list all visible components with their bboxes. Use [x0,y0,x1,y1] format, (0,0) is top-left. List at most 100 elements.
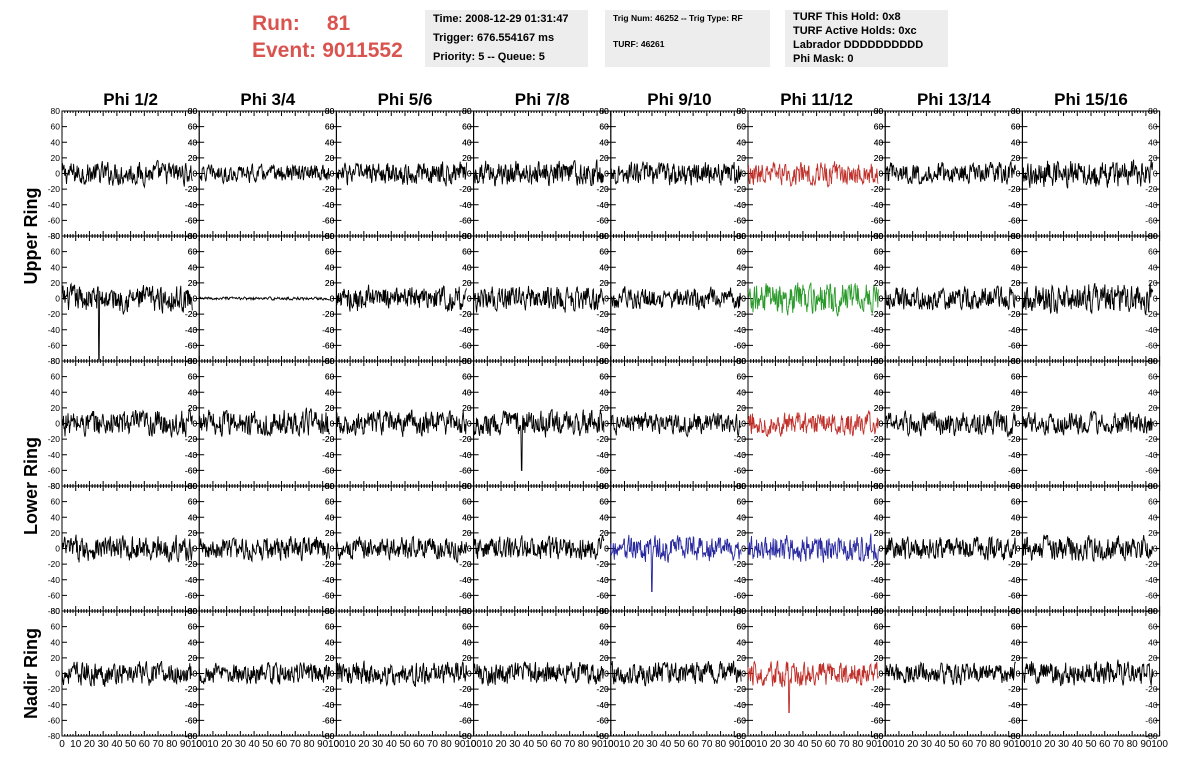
y-tick-label: 0 [55,419,60,429]
y-tick-label: 20 [1011,403,1021,413]
y-tick-label: -40 [1145,575,1158,585]
y-tick-label: -60 [1145,590,1158,600]
y-tick-label: 0 [330,169,335,179]
y-tick-label: -40 [185,200,198,210]
y-tick-label: 20 [599,653,609,663]
y-tick-label: 20 [462,653,472,663]
waveform-trace [1021,159,1154,189]
y-tick-label: -60 [734,215,747,225]
y-tick-label: 60 [1148,372,1158,382]
waveform-trace [884,161,1016,185]
y-tick-label: 20 [188,403,198,413]
y-tick-label: -40 [459,200,472,210]
y-tick-label: 20 [1148,278,1158,288]
y-tick-label: 80 [737,106,747,116]
y-tick-label: 80 [325,356,335,366]
y-tick-label: 40 [874,512,884,522]
y-tick-label: 20 [874,153,884,163]
y-tick-label: 0 [1016,169,1021,179]
y-tick-label: 80 [599,356,609,366]
y-tick-label: 60 [599,247,609,257]
y-tick-label: 0 [1016,419,1021,429]
y-tick-label: -60 [322,715,335,725]
y-tick-label: 20 [599,278,609,288]
y-tick-label: 80 [737,356,747,366]
y-tick-label: 60 [325,622,335,632]
y-tick-label: 60 [462,122,472,132]
y-tick-label: -60 [1008,340,1021,350]
y-tick-label: 80 [462,356,472,366]
y-tick-label: 0 [467,294,472,304]
y-tick-label: 40 [874,137,884,147]
y-tick-label: -60 [185,465,198,475]
y-tick-label: 0 [741,294,746,304]
y-tick-label: -40 [459,325,472,335]
y-tick-label: 0 [467,419,472,429]
y-tick-label: -40 [322,200,335,210]
y-tick-label: -20 [734,184,747,194]
y-tick-label: 80 [188,356,198,366]
y-tick-label: 40 [1148,262,1158,272]
y-tick-label: -40 [1008,575,1021,585]
y-tick-label: -20 [871,434,884,444]
y-tick-label: 80 [1011,356,1021,366]
y-tick-label: -40 [185,325,198,335]
y-tick-label: -20 [185,184,198,194]
y-tick-label: -60 [322,215,335,225]
y-tick-label: 60 [737,372,747,382]
y-tick-label: 0 [878,169,883,179]
y-tick-label: 40 [188,262,198,272]
turf-text: TURF: 46261 [613,39,665,49]
x-tick-label: 100 [191,739,208,750]
y-tick-label: 80 [737,231,747,241]
column-header: Phi 15/16 [1054,90,1128,109]
waveform-trace [885,410,1016,438]
y-tick-label: 0 [741,169,746,179]
y-tick-label: -20 [185,184,198,194]
y-tick-label: 20 [51,153,61,163]
y-tick-label: 80 [188,106,198,116]
waveform-trace [473,534,605,561]
y-tick-label: -40 [734,450,747,460]
y-tick-label: 60 [188,372,198,382]
turf-info-box: TURF This Hold: 0x8 TURF Active Holds: 0… [785,10,948,67]
y-tick-label: -60 [185,715,198,725]
y-tick-label: -60 [871,215,884,225]
y-tick-label: 60 [188,247,198,257]
run-event-header: Run: 81 Event: 9011552 [252,10,403,64]
y-tick-label: 20 [325,278,335,288]
y-tick-label: 80 [51,356,61,366]
y-tick-label: -20 [734,184,747,194]
y-tick-label: 0 [1016,544,1021,554]
y-tick-label: 60 [325,372,335,382]
y-tick-label: -60 [459,715,472,725]
y-tick-label: 80 [737,481,747,491]
time-info-box: Time: 2008-12-29 01:31:47 Trigger: 676.5… [425,10,588,67]
y-tick-label: -20 [459,434,472,444]
y-tick-label: -40 [871,575,884,585]
y-tick-label: 0 [330,669,335,679]
y-tick-label: 0 [604,419,609,429]
y-tick-label: 0 [878,294,883,304]
y-tick-label: 0 [192,294,197,304]
y-tick-label: 60 [599,497,609,507]
y-tick-label: -60 [459,465,472,475]
y-tick-label: 60 [325,497,335,507]
y-tick-label: -20 [734,559,747,569]
y-tick-label: 80 [1011,481,1021,491]
y-tick-label: -60 [48,715,61,725]
y-tick-label: 80 [188,356,198,366]
y-tick-label: 80 [874,231,884,241]
y-tick-label: 0 [878,544,883,554]
y-tick-label: 80 [51,231,61,241]
y-tick-label: 20 [51,278,61,288]
y-tick-label: -40 [1008,450,1021,460]
waveform-trace [1021,282,1154,316]
y-tick-label: 40 [599,137,609,147]
y-tick-label: 20 [1011,153,1021,163]
y-tick-label: 80 [737,106,747,116]
y-tick-label: 60 [51,247,61,257]
y-tick-label: -20 [322,434,335,444]
y-tick-label: -60 [597,215,610,225]
y-tick-label: 60 [462,497,472,507]
